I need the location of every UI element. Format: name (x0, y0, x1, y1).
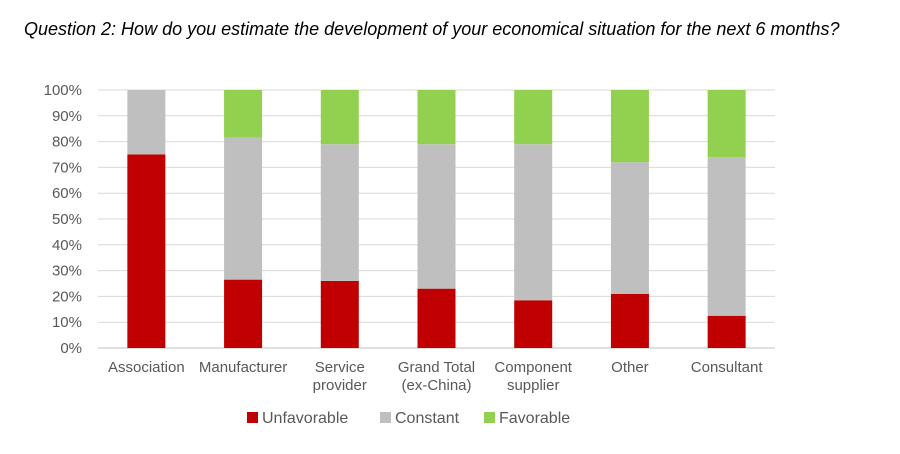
bar-favorable-consultant (707, 90, 746, 158)
bar-constant-service-provider (320, 144, 359, 281)
x-tick-label: Component supplier (494, 359, 572, 394)
y-tick-label: 60% (52, 185, 82, 202)
x-tick-label: Manufacturer (199, 359, 287, 376)
bar-constant-association (127, 90, 166, 155)
bar-unfavorable-consultant (707, 315, 746, 348)
legend-label-favorable: Favorable (499, 410, 570, 427)
legend: Unfavorable Constant Favorable (247, 410, 570, 427)
bar-unfavorable-other (610, 293, 649, 348)
bar-favorable-manufacturer (224, 90, 263, 138)
bar-unfavorable-grand-total-ex-china (417, 288, 456, 348)
y-tick-label: 80% (52, 134, 82, 151)
bar-unfavorable-component-supplier (514, 300, 553, 348)
x-tick-label: Grand Total (ex-China) (398, 359, 475, 394)
y-tick-label: 70% (52, 159, 82, 176)
y-axis-labels: 0% 10% 20% 30% 40% 50% 60% 70% 80% 90% 100% (44, 82, 82, 357)
y-tick-label: 40% (52, 237, 82, 254)
legend-swatch-constant (380, 412, 391, 423)
x-tick-label: Service provider (313, 359, 367, 394)
legend-swatch-favorable (484, 412, 495, 423)
y-tick-label: 10% (52, 314, 82, 331)
legend-swatch-unfavorable (247, 412, 258, 423)
x-tick-label: Consultant (691, 359, 764, 376)
x-tick-label: Association (108, 359, 185, 376)
legend-label-unfavorable: Unfavorable (262, 410, 348, 427)
bar-constant-component-supplier (514, 144, 553, 301)
bars (127, 90, 746, 348)
bar-constant-consultant (707, 157, 746, 316)
bar-constant-grand-total-ex-china (417, 144, 456, 289)
bar-unfavorable-manufacturer (224, 279, 263, 348)
y-tick-label: 30% (52, 263, 82, 280)
x-axis-labels: Association Manufacturer Service provider Gr… (108, 359, 763, 394)
bar-constant-manufacturer (224, 137, 263, 280)
bar-favorable-grand-total-ex-china (417, 90, 456, 145)
bar-favorable-service-provider (320, 90, 359, 145)
y-tick-label: 50% (52, 211, 82, 228)
y-tick-label: 90% (52, 108, 82, 125)
bar-favorable-other (610, 90, 649, 163)
legend-label-constant: Constant (395, 410, 460, 427)
y-tick-label: 0% (60, 340, 82, 357)
chart-title: Question 2: How do you estimate the deve… (24, 19, 840, 39)
x-tick-label: Other (611, 359, 649, 376)
y-tick-label: 100% (44, 82, 82, 99)
bar-constant-other (610, 162, 649, 294)
bar-favorable-component-supplier (514, 90, 553, 145)
bar-unfavorable-association (127, 154, 166, 348)
bar-unfavorable-service-provider (320, 280, 359, 348)
y-tick-label: 20% (52, 288, 82, 305)
